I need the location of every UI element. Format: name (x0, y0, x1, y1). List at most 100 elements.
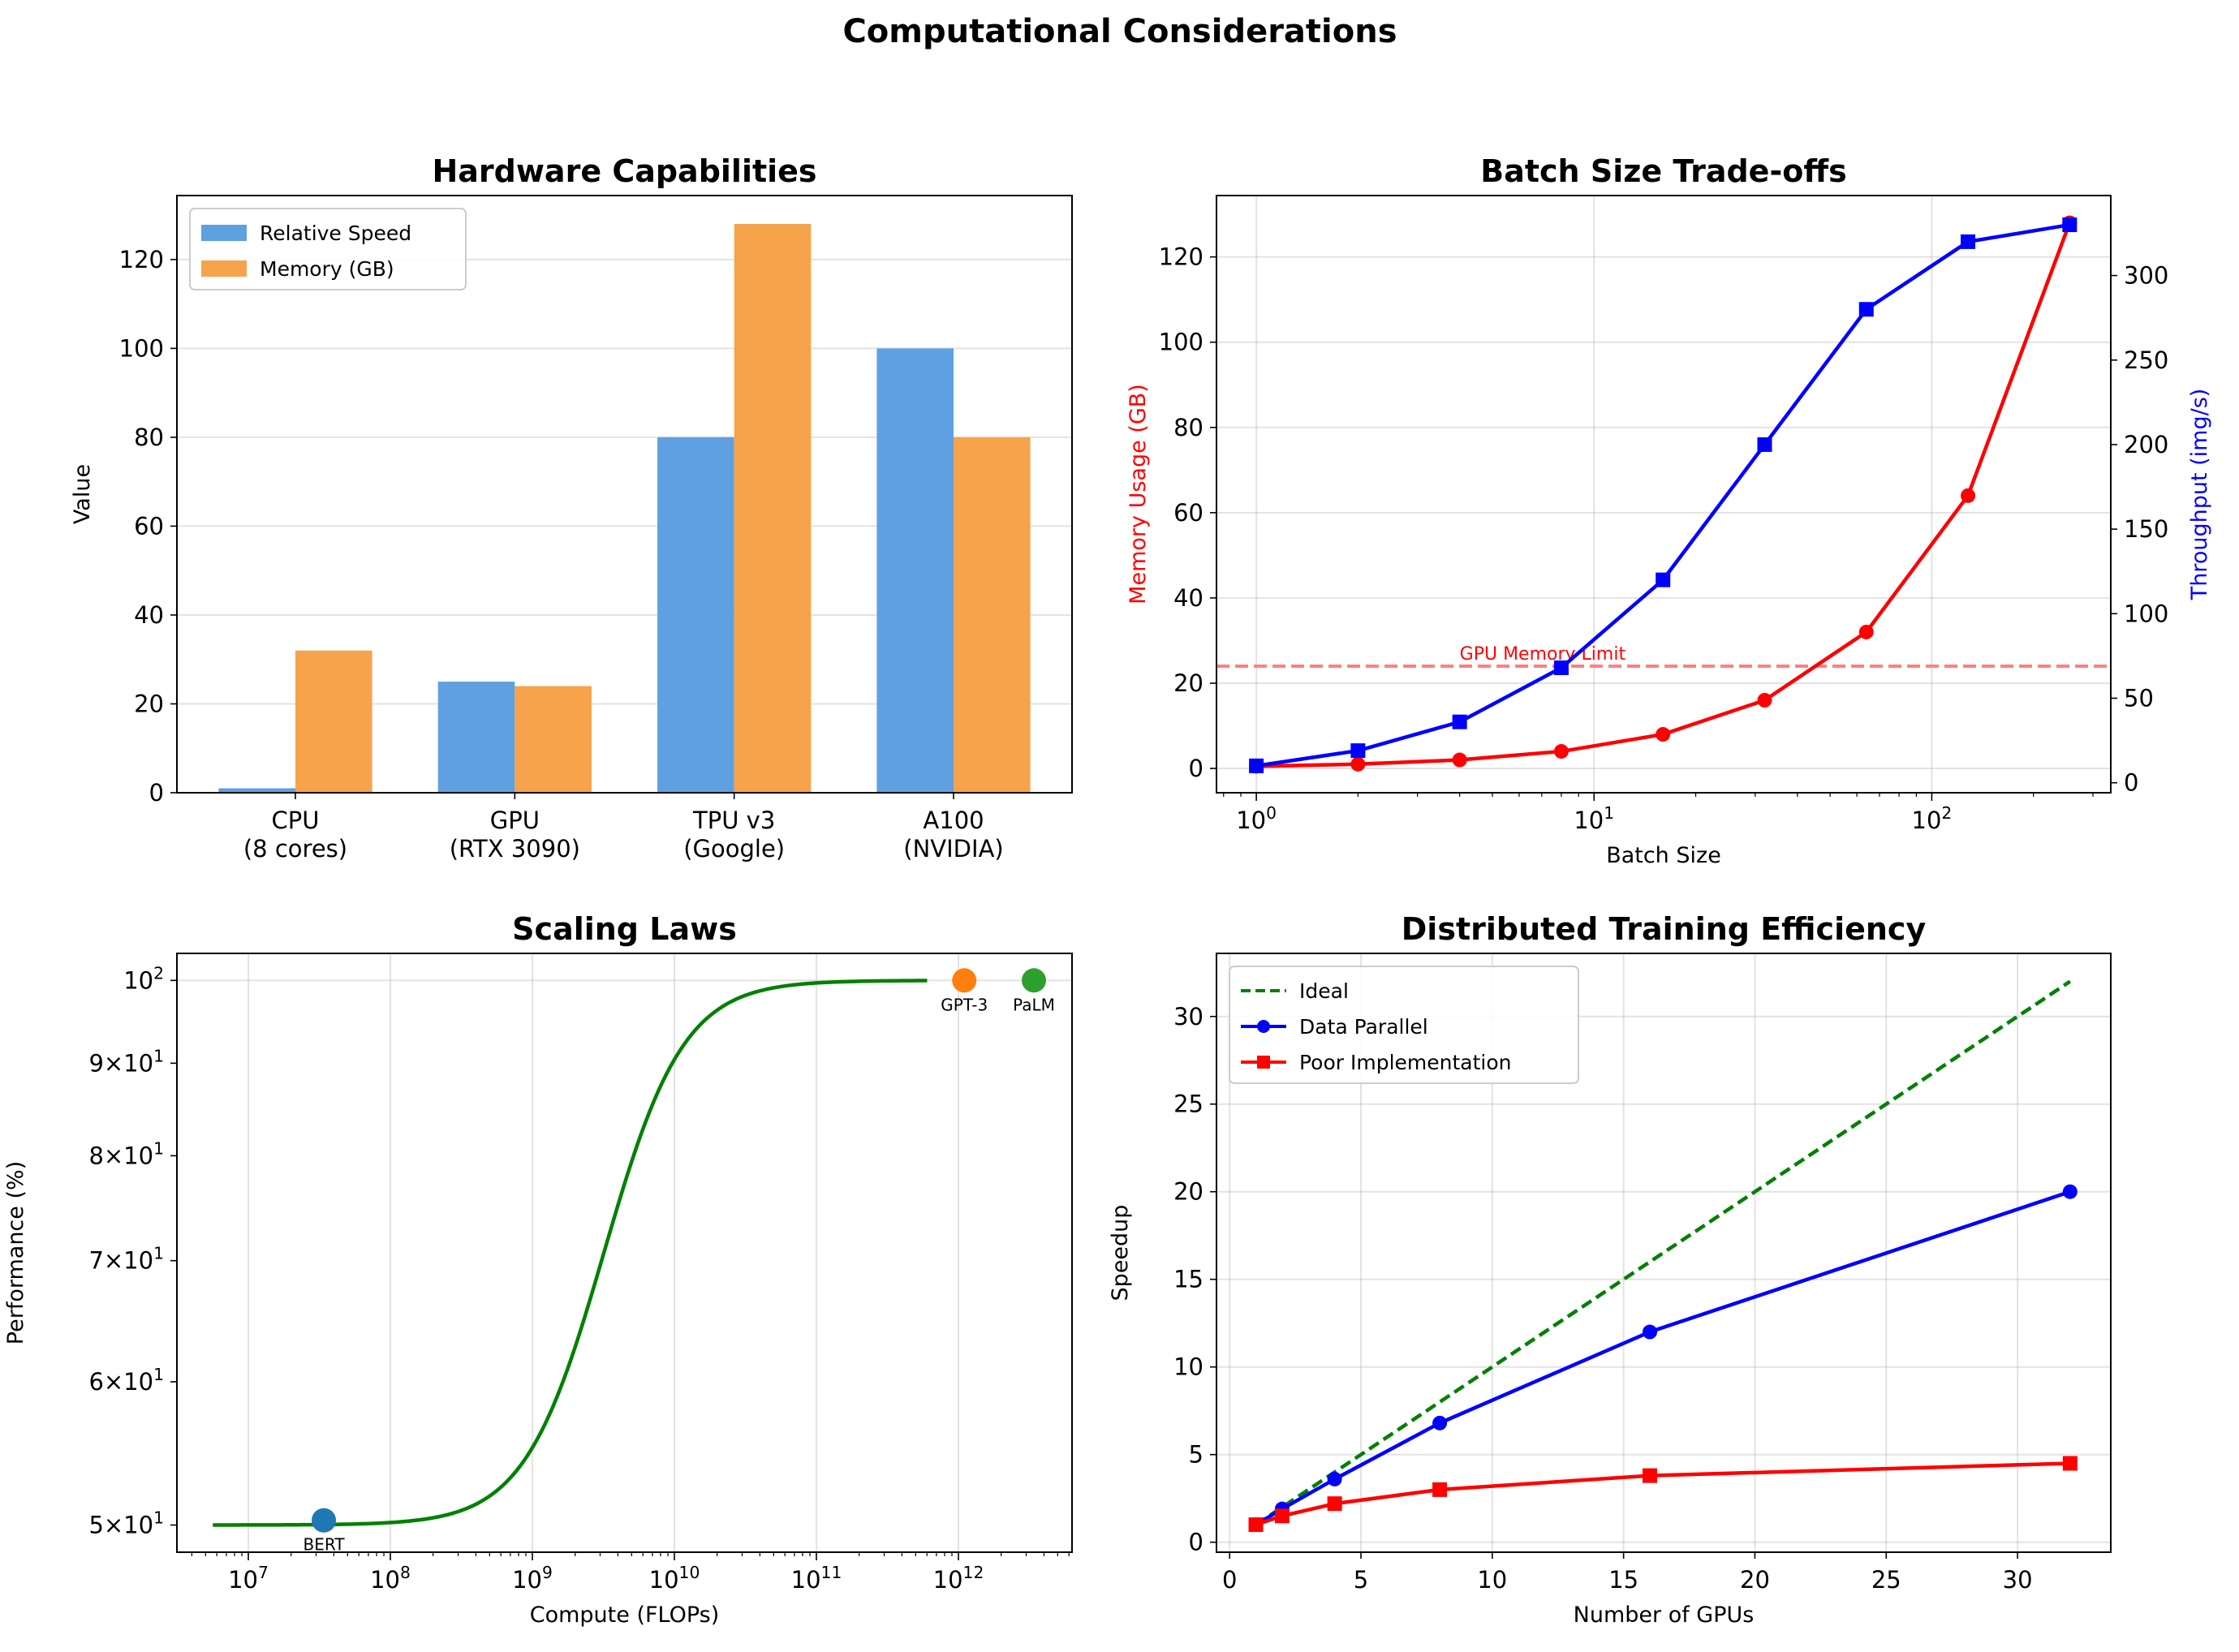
y-tick-label: 20 (1173, 1178, 1203, 1206)
x-tick-label: CPU (272, 807, 320, 834)
legend-label: Poor Implementation (1299, 1051, 1512, 1074)
data-point (1643, 1468, 1658, 1483)
x-axis-label: Compute (FLOPs) (530, 1603, 720, 1628)
x-tick-label: 25 (1871, 1566, 1901, 1594)
figure-title: Computational Considerations (842, 13, 1397, 50)
x-tick-label: 5 (1354, 1566, 1368, 1594)
x-axis-label: Number of GPUs (1574, 1603, 1755, 1628)
data-point (1643, 1324, 1658, 1340)
bar-relative-speed (218, 788, 295, 793)
panel-title: Batch Size Trade-offs (1480, 153, 1846, 189)
legend-item: Poor Implementation (1241, 1051, 1512, 1074)
axes-frame (176, 195, 1073, 794)
panel-title: Scaling Laws (512, 911, 737, 947)
data-point (1248, 1517, 1264, 1533)
bar-memory-gb- (515, 686, 592, 793)
data-point (1858, 624, 1874, 639)
y-tick-label: 60 (134, 512, 164, 540)
data-point (2062, 1456, 2078, 1471)
scaling-curve (213, 979, 928, 1527)
y-tick-label: 15 (1173, 1266, 1203, 1293)
x-tick-label: 102 (1912, 803, 1953, 834)
y-tick-label: 25 (1173, 1091, 1203, 1118)
data-point (1553, 744, 1569, 759)
y-tick-label: 9×101 (88, 1046, 164, 1077)
x-tick-label: 10 (1477, 1566, 1507, 1594)
legend-marker (1257, 1020, 1270, 1033)
x-tick-label: (8 cores) (243, 835, 347, 863)
y-tick-label: 102 (123, 963, 164, 994)
data-point (1350, 756, 1366, 772)
legend-box (189, 208, 467, 290)
axes-frame (1216, 953, 2112, 1553)
legend-swatch (201, 225, 247, 241)
series-line-left (1256, 222, 2072, 768)
x-tick-label: 20 (1740, 1566, 1770, 1594)
y-tick-label: 6×101 (88, 1365, 164, 1396)
legend-item: Relative Speed (201, 222, 411, 245)
y-tick-label: 8×101 (88, 1138, 164, 1169)
y-tick-label: 5 (1189, 1441, 1203, 1469)
y-tick-label: 50 (2124, 685, 2154, 712)
data-point (1553, 660, 1569, 676)
x-tick-label: 1012 (933, 1563, 984, 1594)
model-point-palm (1022, 968, 1047, 993)
bar-memory-gb- (295, 650, 372, 793)
panel-title: Hardware Capabilities (432, 153, 816, 189)
data-point (1327, 1471, 1342, 1486)
y-tick-label: 0 (1189, 1529, 1203, 1556)
y-tick-label: 300 (2124, 262, 2168, 290)
x-tick-label: 108 (370, 1563, 411, 1594)
legend-box (1229, 966, 1579, 1084)
batch-size-tradeoffs-chart: 0 20 40 60 80 100 120 0 50 100 150 200 250 300 100 101 1… (1126, 153, 2212, 868)
y-tick-label: 30 (1173, 1003, 1203, 1030)
bar-relative-speed (657, 437, 734, 793)
data-point (2062, 217, 2078, 233)
model-label: GPT-3 (941, 995, 988, 1014)
panel-title: Distributed Training Efficiency (1402, 911, 1927, 947)
y-tick-label: 120 (119, 246, 164, 273)
x-tick-label: (Google) (683, 835, 785, 863)
data-point (1452, 714, 1467, 729)
axes-frame (1216, 195, 2112, 794)
x-tick-label: 109 (512, 1563, 553, 1594)
y-tick-label: 100 (119, 334, 164, 362)
data-point (1452, 752, 1467, 768)
y-tick-label: 10 (1173, 1353, 1203, 1381)
data-point (1757, 693, 1772, 708)
y-tick-label: 0 (2124, 769, 2138, 797)
data-point (2062, 1184, 2078, 1199)
y-tick-label: 200 (2124, 431, 2168, 458)
data-point (1757, 437, 1772, 452)
x-tick-label: TPU v3 (692, 807, 775, 834)
legend-label: Memory (GB) (260, 257, 394, 281)
axes-frame (176, 953, 1073, 1553)
y-tick-label: 0 (149, 779, 164, 807)
y-tick-label: 250 (2124, 346, 2168, 374)
data-point (1274, 1508, 1290, 1524)
y-tick-label: 20 (1173, 669, 1203, 697)
data-point (1961, 488, 1976, 503)
x-tick-label: (NVIDIA) (903, 835, 1003, 863)
y-axis-label: Speedup (1108, 1205, 1133, 1301)
legend-marker (1257, 1056, 1270, 1069)
legend-item: Memory (GB) (201, 257, 394, 281)
x-tick-label: 107 (228, 1563, 269, 1594)
y-axis-label: Value (70, 464, 95, 524)
x-tick-label: 101 (1574, 803, 1614, 834)
bar-memory-gb- (954, 437, 1031, 793)
x-tick-label: 1011 (791, 1563, 842, 1594)
bar-relative-speed (876, 348, 954, 793)
data-point (1961, 234, 1976, 249)
y-tick-label: 150 (2124, 515, 2168, 543)
model-label: PaLM (1013, 995, 1055, 1014)
model-point-gpt-3 (952, 968, 977, 993)
y-tick-label: 60 (1173, 499, 1203, 527)
series-line-poor-implementation (1255, 1461, 2070, 1527)
y-tick-label: 0 (1189, 755, 1203, 782)
y-tick-label: 20 (134, 690, 164, 717)
legend-label: Data Parallel (1299, 1015, 1428, 1039)
data-point (1656, 572, 1671, 587)
y-tick-label: 7×101 (88, 1244, 164, 1275)
